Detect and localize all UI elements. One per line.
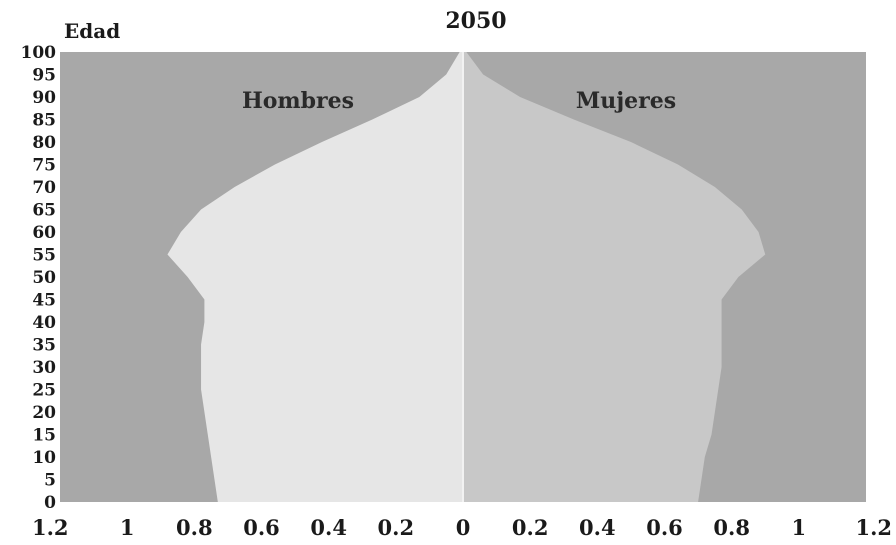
y-tick-label: 90 — [32, 88, 56, 108]
x-tick-label: 0.4 — [579, 515, 616, 540]
y-tick-label: 10 — [32, 448, 56, 468]
x-tick-label: 0.4 — [310, 515, 347, 540]
x-tick-label: 1 — [792, 515, 807, 540]
x-tick-label: 0.8 — [713, 515, 750, 540]
y-tick-label: 40 — [32, 313, 56, 333]
x-tick-label: 1.2 — [32, 515, 69, 540]
x-tick-label: 1.2 — [855, 515, 892, 540]
series-area-hombres — [167, 52, 463, 502]
series-label-hombres: Hombres — [242, 88, 354, 114]
y-tick-label: 70 — [32, 178, 56, 198]
y-tick-label: 85 — [32, 111, 56, 131]
y-tick-label: 25 — [32, 381, 56, 401]
y-tick-label: 20 — [32, 403, 56, 423]
x-tick-label: 0.2 — [512, 515, 549, 540]
x-axis-tick-labels: 1.2 1 0.8 0.6 0.4 0.2 0 0.2 0.4 0.6 0.8 1 1.2 — [32, 515, 892, 540]
series-label-mujeres: Mujeres — [576, 88, 676, 114]
y-tick-label: 60 — [32, 223, 56, 243]
y-tick-label: 50 — [32, 268, 56, 288]
y-tick-label: 75 — [32, 156, 56, 176]
y-tick-label: 5 — [44, 471, 56, 491]
y-tick-label: 100 — [21, 43, 57, 63]
x-tick-label: 0.6 — [243, 515, 280, 540]
x-tick-label: 0 — [456, 515, 471, 540]
y-tick-label: 30 — [32, 358, 56, 378]
y-tick-label: 55 — [32, 246, 56, 266]
y-tick-label: 35 — [32, 336, 56, 356]
y-axis-label: Edad — [64, 19, 120, 43]
y-tick-label: 15 — [32, 426, 56, 446]
y-tick-label: 45 — [32, 291, 56, 311]
pyramid-areas — [167, 52, 766, 502]
y-tick-label: 65 — [32, 201, 56, 221]
x-tick-label: 1 — [120, 515, 135, 540]
x-tick-label: 0.6 — [646, 515, 683, 540]
series-area-mujeres — [463, 52, 766, 502]
y-tick-label: 80 — [32, 133, 56, 153]
x-tick-label: 0.8 — [176, 515, 213, 540]
x-tick-label: 0.2 — [378, 515, 415, 540]
y-tick-label: 0 — [44, 493, 56, 513]
chart-title: 2050 — [445, 8, 506, 34]
y-tick-label: 95 — [32, 66, 56, 86]
